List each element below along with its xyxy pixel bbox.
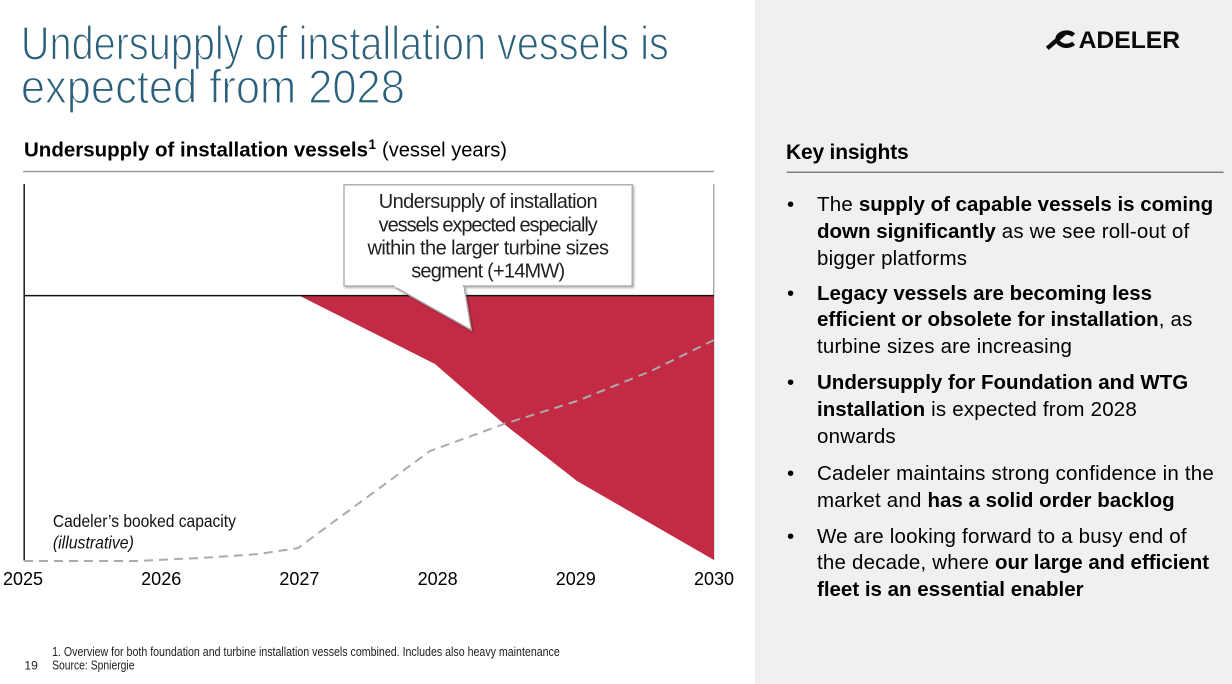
svg-text:2028: 2028	[418, 569, 458, 589]
svg-text:expected from 2028: expected from 2028	[21, 60, 405, 113]
svg-text:Undersupply of installation: Undersupply of installation	[379, 191, 598, 213]
svg-text:Source: Spniergie: Source: Spniergie	[52, 659, 134, 673]
svg-text:2025: 2025	[3, 569, 43, 589]
svg-text:vessels expected especially: vessels expected especially	[379, 214, 598, 236]
svg-text:2026: 2026	[141, 569, 181, 589]
svg-text:within the larger turbine size: within the larger turbine sizes	[366, 238, 609, 260]
svg-text:Undersupply of installation ve: Undersupply of installation vessels	[24, 138, 368, 161]
svg-text:2030: 2030	[694, 569, 734, 589]
svg-text:1: 1	[369, 137, 377, 152]
svg-text:2027: 2027	[279, 569, 319, 589]
svg-text:Cadeler’s booked capacity: Cadeler’s booked capacity	[53, 511, 236, 531]
svg-text:19: 19	[24, 659, 38, 673]
svg-text:2029: 2029	[556, 569, 596, 589]
svg-text:ADELER: ADELER	[1079, 27, 1181, 54]
svg-text:segment (+14MW): segment (+14MW)	[411, 260, 565, 282]
svg-text:(vessel years): (vessel years)	[382, 138, 507, 161]
svg-text:1. Overview for both foundatio: 1. Overview for both foundation and turb…	[52, 645, 560, 659]
svg-text:Undersupply of installation ve: Undersupply of installation vessels is	[21, 17, 669, 70]
svg-text:(illustrative): (illustrative)	[53, 533, 134, 553]
